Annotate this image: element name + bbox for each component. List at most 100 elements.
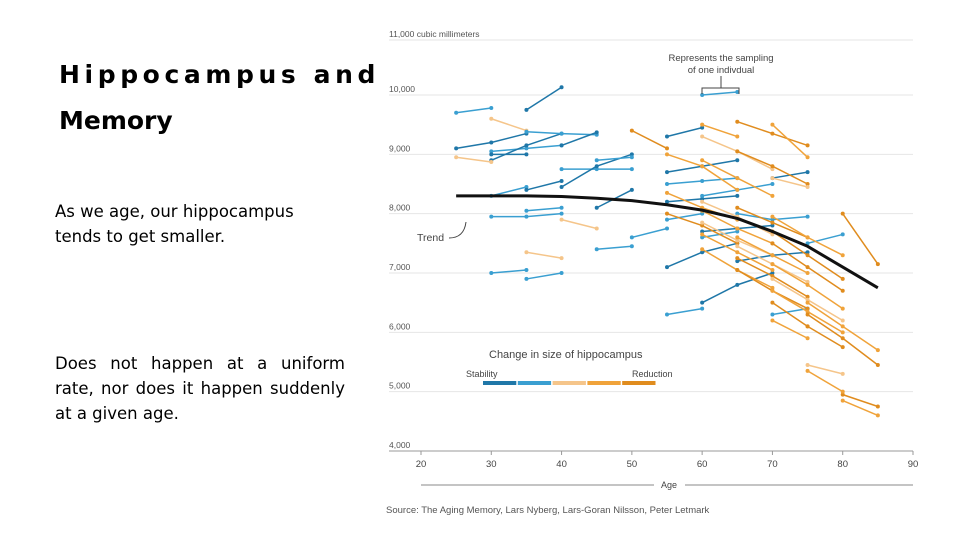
individual-line bbox=[807, 370, 844, 393]
individual-60 bbox=[700, 232, 775, 273]
individual-point bbox=[805, 282, 810, 287]
individual-point bbox=[770, 176, 775, 181]
annotation-line2: of one indivdual bbox=[688, 65, 755, 76]
individual-50 bbox=[770, 176, 810, 189]
source-note: Source: The Aging Memory, Lars Nyberg, L… bbox=[386, 505, 710, 516]
individual-48 bbox=[700, 158, 775, 198]
individual-point bbox=[770, 271, 775, 275]
individual-point bbox=[805, 362, 810, 367]
individual-78 bbox=[805, 368, 845, 394]
individual-line bbox=[771, 124, 809, 158]
individual-43 bbox=[700, 122, 740, 139]
individual-point bbox=[524, 146, 529, 151]
individual-13 bbox=[489, 211, 564, 219]
individual-point bbox=[559, 85, 564, 90]
individual-42 bbox=[629, 128, 669, 151]
individual-line bbox=[842, 399, 879, 417]
individual-point bbox=[770, 167, 775, 172]
individual-point bbox=[489, 160, 494, 165]
individual-58 bbox=[735, 235, 810, 275]
individual-point bbox=[735, 158, 740, 163]
individual-65 bbox=[770, 262, 845, 311]
individual-point bbox=[735, 282, 740, 287]
individual-point bbox=[700, 122, 705, 127]
individual-6 bbox=[489, 116, 529, 133]
individual-point bbox=[700, 247, 705, 252]
individual-point bbox=[735, 241, 740, 246]
individual-70 bbox=[805, 300, 880, 353]
individual-point bbox=[840, 211, 845, 216]
individual-point bbox=[840, 330, 845, 335]
individual-point bbox=[559, 217, 564, 222]
individual-point bbox=[489, 106, 494, 111]
individual-point bbox=[805, 368, 810, 373]
individual-point bbox=[805, 312, 810, 317]
individual-point bbox=[770, 182, 775, 186]
individual-line bbox=[772, 302, 808, 328]
individual-22 bbox=[489, 268, 529, 275]
individual-3 bbox=[454, 131, 529, 151]
individual-point bbox=[489, 152, 494, 157]
individual-62 bbox=[770, 241, 845, 293]
individual-74 bbox=[840, 211, 880, 267]
individual-point bbox=[875, 348, 880, 353]
individual-line bbox=[526, 86, 562, 111]
individual-point bbox=[770, 276, 775, 281]
individual-point bbox=[805, 182, 810, 186]
individual-line bbox=[666, 126, 703, 138]
individual-point bbox=[770, 262, 775, 267]
individual-point bbox=[770, 318, 775, 323]
individual-point bbox=[524, 184, 529, 189]
individual-point bbox=[805, 214, 810, 219]
individual-point bbox=[770, 217, 775, 222]
individual-47 bbox=[665, 152, 740, 192]
individual-point bbox=[805, 309, 810, 314]
individual-point bbox=[524, 276, 529, 281]
individual-point bbox=[665, 217, 669, 222]
individual-16 bbox=[559, 167, 634, 172]
individual-point bbox=[875, 262, 880, 267]
individual-point bbox=[735, 244, 740, 249]
individual-point bbox=[840, 306, 845, 311]
legend-swatch bbox=[517, 381, 552, 385]
y-tick-label: 5,000 bbox=[389, 381, 411, 391]
individual-point bbox=[770, 285, 775, 290]
individual-point bbox=[524, 208, 529, 213]
individual-point bbox=[594, 226, 599, 231]
legend-swatch bbox=[483, 381, 517, 385]
individual-point bbox=[805, 279, 810, 284]
individual-point bbox=[735, 134, 740, 139]
individual-45 bbox=[770, 122, 810, 160]
individual-15 bbox=[559, 217, 599, 231]
individual-point bbox=[559, 179, 564, 184]
individual-point bbox=[735, 205, 740, 210]
individual-point bbox=[489, 140, 494, 145]
individual-44 bbox=[735, 119, 810, 148]
individual-point bbox=[735, 256, 740, 261]
gridlines: 4,000 5,000 6,000 7,000 8,000 9,000 10,000 bbox=[389, 39, 913, 452]
legend-swatches bbox=[483, 381, 656, 385]
annotation-line1: Represents the sampling bbox=[668, 53, 773, 64]
individual-75 bbox=[840, 392, 880, 409]
individual-20 bbox=[594, 244, 634, 252]
individual-point bbox=[805, 250, 810, 255]
individual-point bbox=[805, 253, 810, 258]
individual-point bbox=[770, 220, 775, 225]
individual-line bbox=[842, 213, 879, 265]
y-tick-label: 4,000 bbox=[389, 440, 411, 450]
individual-point bbox=[700, 125, 705, 130]
individual-point bbox=[559, 205, 564, 210]
individual-line bbox=[596, 245, 632, 251]
individual-2 bbox=[524, 85, 564, 112]
legend-left-label: Stability bbox=[466, 369, 498, 379]
individual-point bbox=[454, 155, 459, 160]
individual-point bbox=[524, 143, 529, 148]
individual-line bbox=[631, 129, 668, 150]
individual-point bbox=[700, 211, 705, 216]
individual-point bbox=[700, 134, 705, 139]
individual-point bbox=[805, 184, 810, 189]
legend-title: Change in size of hippocampus bbox=[489, 349, 643, 361]
slide-title-line2: Memory bbox=[59, 106, 173, 135]
x-tick-label: 30 bbox=[486, 459, 497, 470]
individual-point bbox=[559, 143, 564, 148]
